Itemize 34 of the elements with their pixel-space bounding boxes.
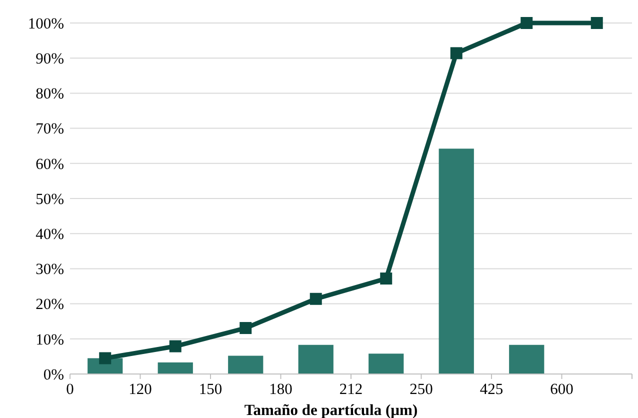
point <box>240 322 252 334</box>
text: 250 <box>410 381 434 398</box>
point <box>310 292 322 305</box>
point <box>380 272 392 285</box>
bar <box>368 354 404 374</box>
bar <box>438 148 474 374</box>
point <box>450 47 462 60</box>
y-tick-label: 60% <box>36 156 64 173</box>
y-tick-label: 40% <box>36 226 64 244</box>
bar <box>228 356 264 374</box>
bar <box>158 362 193 374</box>
y-tick-label: 90% <box>36 50 64 68</box>
y-tick-label: 70% <box>36 120 64 138</box>
text: 120 <box>128 381 152 398</box>
y-tick-label: 100% <box>28 15 64 32</box>
point <box>169 340 182 352</box>
text: 600 <box>550 381 574 398</box>
y-tick-label: 10% <box>36 331 64 348</box>
y-tick-label: 0% <box>43 366 64 384</box>
text: 212 <box>339 381 363 398</box>
y-tick-label: 50% <box>36 190 64 208</box>
bar <box>509 344 544 374</box>
y-tick-label: 20% <box>36 296 64 314</box>
text: 180 <box>269 381 293 398</box>
text: 150 <box>198 381 222 398</box>
x-axis-title: Tamaño de partícula (µm) <box>244 402 418 418</box>
point <box>520 17 533 29</box>
point <box>99 352 112 364</box>
point <box>590 17 603 29</box>
text: 425 <box>480 381 504 398</box>
bar <box>298 344 334 374</box>
text: 0 <box>66 381 74 398</box>
y-tick-label: 30% <box>36 261 64 278</box>
y-tick-label: 80% <box>36 86 64 103</box>
